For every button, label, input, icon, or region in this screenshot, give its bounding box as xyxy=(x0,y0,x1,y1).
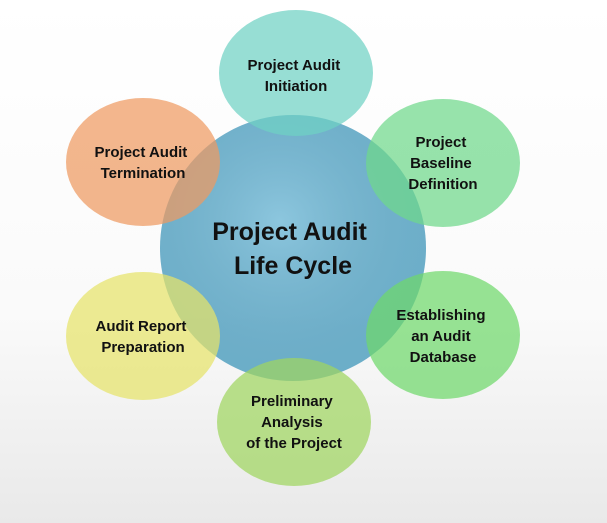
stage-label-line: Initiation xyxy=(265,78,328,95)
stage-baseline-bubble xyxy=(366,99,520,227)
stage-label-line: Project Audit xyxy=(95,144,188,161)
stage-label-line: Project xyxy=(415,134,466,151)
center-title-line-2: Life Cycle xyxy=(234,252,352,280)
stage-database-bubble xyxy=(366,271,520,399)
stage-preliminary-bubble xyxy=(217,358,371,486)
stage-label-line: Establishing xyxy=(396,307,485,324)
stage-label-line: Baseline xyxy=(410,155,472,172)
stage-initiation: Project Audit Initiation xyxy=(219,10,373,136)
stage-label-line: Definition xyxy=(408,176,477,193)
stage-termination: Project Audit Termination xyxy=(66,98,220,226)
stage-database: Establishing an Audit Database xyxy=(366,271,520,399)
stage-initiation-label: Project Audit Initiation xyxy=(248,57,345,95)
stage-report: Audit Report Preparation xyxy=(66,272,220,400)
center-circle-shade xyxy=(160,115,426,381)
stage-report-bubble xyxy=(66,272,220,400)
stage-label-line: Preparation xyxy=(101,339,184,356)
stage-termination-bubble xyxy=(66,98,220,226)
center-title: Project Audit Life Cycle xyxy=(212,218,374,280)
stage-termination-label: Project Audit Termination xyxy=(95,144,192,182)
stage-label-line: Project Audit xyxy=(248,57,341,74)
stage-preliminary-label: Preliminary Analysis of the Project xyxy=(246,393,342,452)
stage-preliminary: Preliminary Analysis of the Project xyxy=(217,358,371,486)
stage-label-line: Preliminary xyxy=(251,393,333,410)
stage-baseline: Project Baseline Definition xyxy=(366,99,520,227)
center-node: Project Audit Life Cycle xyxy=(160,115,426,381)
stage-label-line: Analysis xyxy=(261,414,323,431)
stage-database-label: Establishing an Audit Database xyxy=(396,307,489,366)
stage-label-line: Termination xyxy=(101,165,186,182)
stage-report-label: Audit Report Preparation xyxy=(96,318,191,356)
stage-initiation-bubble xyxy=(219,10,373,136)
stage-label-line: Database xyxy=(410,349,477,366)
stage-label-line: Audit Report xyxy=(96,318,187,335)
stage-label-line: of the Project xyxy=(246,435,342,452)
stage-baseline-label: Project Baseline Definition xyxy=(408,134,477,193)
stage-label-line: an Audit xyxy=(411,328,470,345)
center-title-line-1: Project Audit xyxy=(212,218,367,246)
